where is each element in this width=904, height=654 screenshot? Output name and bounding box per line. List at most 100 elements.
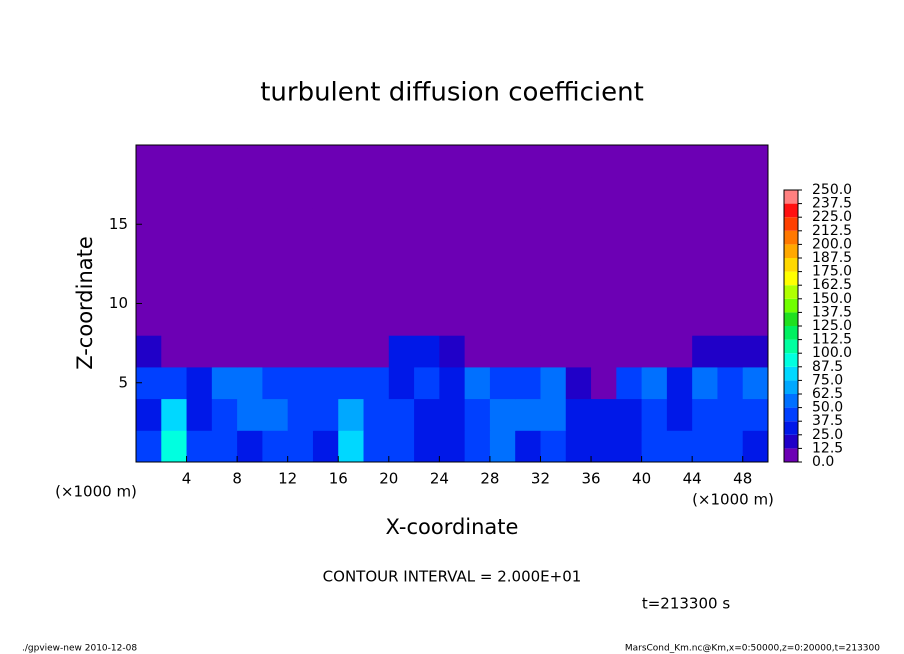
field-cell <box>338 398 365 431</box>
colorbar-bin <box>784 230 798 245</box>
field-cell <box>717 240 744 273</box>
field-cell <box>591 430 617 463</box>
field-cell <box>742 303 769 336</box>
field-cell <box>136 240 162 273</box>
field-cell <box>742 176 769 209</box>
field-cell <box>489 240 516 273</box>
field-cell <box>439 366 466 400</box>
field-cell <box>742 366 769 400</box>
colorbar-label: 200.0 <box>812 236 852 252</box>
field-cell <box>540 366 567 400</box>
field-cell <box>439 303 466 336</box>
field-cell <box>591 240 617 273</box>
x-unit-label: (×1000 m) <box>692 491 774 509</box>
field-cell <box>717 145 744 178</box>
field-cell <box>666 335 693 368</box>
field-cell <box>540 335 567 368</box>
field-cell <box>388 430 415 463</box>
field-cell <box>136 303 162 336</box>
field-cell <box>414 335 440 368</box>
colorbar-label: 37.5 <box>812 413 843 429</box>
field-cell <box>439 335 466 368</box>
field-cell <box>666 145 693 178</box>
colorbar-bin <box>784 421 798 435</box>
colorbar-label: 50.0 <box>812 400 843 416</box>
field-cell <box>692 398 718 431</box>
field-cell <box>312 176 339 209</box>
field-cell <box>591 335 617 368</box>
colorbar-label: 150.0 <box>812 291 852 307</box>
field-cell <box>186 145 213 178</box>
field-cell <box>363 208 390 241</box>
field-cell <box>237 208 263 241</box>
field-cell <box>363 430 390 463</box>
field-cell <box>742 208 769 241</box>
field-cell <box>641 176 668 209</box>
colorbar-bin <box>784 353 798 367</box>
field-cell <box>161 271 188 304</box>
field-cell <box>338 303 365 336</box>
field-cell <box>717 271 744 304</box>
field-cell <box>666 366 693 400</box>
x-tick-label: 40 <box>632 470 651 488</box>
field-cell <box>464 271 491 304</box>
field-cell <box>439 176 466 209</box>
field-cell <box>742 240 769 273</box>
field-cell <box>161 366 188 400</box>
field-cell <box>666 303 693 336</box>
field-cell <box>161 176 188 209</box>
field-cell <box>464 430 491 463</box>
colorbar-label: 112.5 <box>812 332 852 348</box>
field-cell <box>363 303 390 336</box>
field-cell <box>388 366 415 400</box>
field-cell <box>439 240 466 273</box>
field-cell <box>211 145 238 178</box>
field-cell <box>262 240 289 273</box>
field-cell <box>414 240 440 273</box>
field-cell <box>439 271 466 304</box>
field-cell <box>211 208 238 241</box>
field-cell <box>641 145 668 178</box>
field-cell <box>742 145 769 178</box>
field-cell <box>641 271 668 304</box>
field-cell <box>641 430 668 463</box>
field-cell <box>237 176 263 209</box>
field-cell <box>742 398 769 431</box>
field-cell <box>565 271 592 304</box>
field-cell <box>565 145 592 178</box>
field-cell <box>616 303 643 336</box>
field-cell <box>489 335 516 368</box>
field-cell <box>186 430 213 463</box>
annotation: CONTOUR INTERVAL = 2.000E+01 <box>323 568 582 586</box>
field-cell <box>363 366 390 400</box>
field-cell <box>616 271 643 304</box>
field-cell <box>211 271 238 304</box>
colorbar-label: 87.5 <box>812 359 843 375</box>
field-cell <box>388 208 415 241</box>
field-cell <box>186 271 213 304</box>
field-cell <box>717 176 744 209</box>
field-cell <box>565 398 592 431</box>
x-tick-label: 48 <box>733 470 752 488</box>
field-cell <box>186 335 213 368</box>
field-cell <box>717 335 744 368</box>
field-cell <box>388 145 415 178</box>
field-cell <box>388 335 415 368</box>
field-cell <box>237 430 263 463</box>
field-cell <box>591 271 617 304</box>
field-cell <box>414 366 440 400</box>
field-cell <box>464 240 491 273</box>
field-cell <box>692 176 718 209</box>
field-cell <box>666 176 693 209</box>
field-cell <box>363 271 390 304</box>
colorbar-label: 237.5 <box>812 196 852 212</box>
field-cell <box>515 271 541 304</box>
colorbar-label: 100.0 <box>812 345 852 361</box>
colorbar-bin <box>784 312 798 326</box>
field-cell <box>540 176 567 209</box>
field-cell <box>591 145 617 178</box>
field-cell <box>414 430 440 463</box>
field-cell <box>161 335 188 368</box>
colorbar-label: 162.5 <box>812 277 852 293</box>
